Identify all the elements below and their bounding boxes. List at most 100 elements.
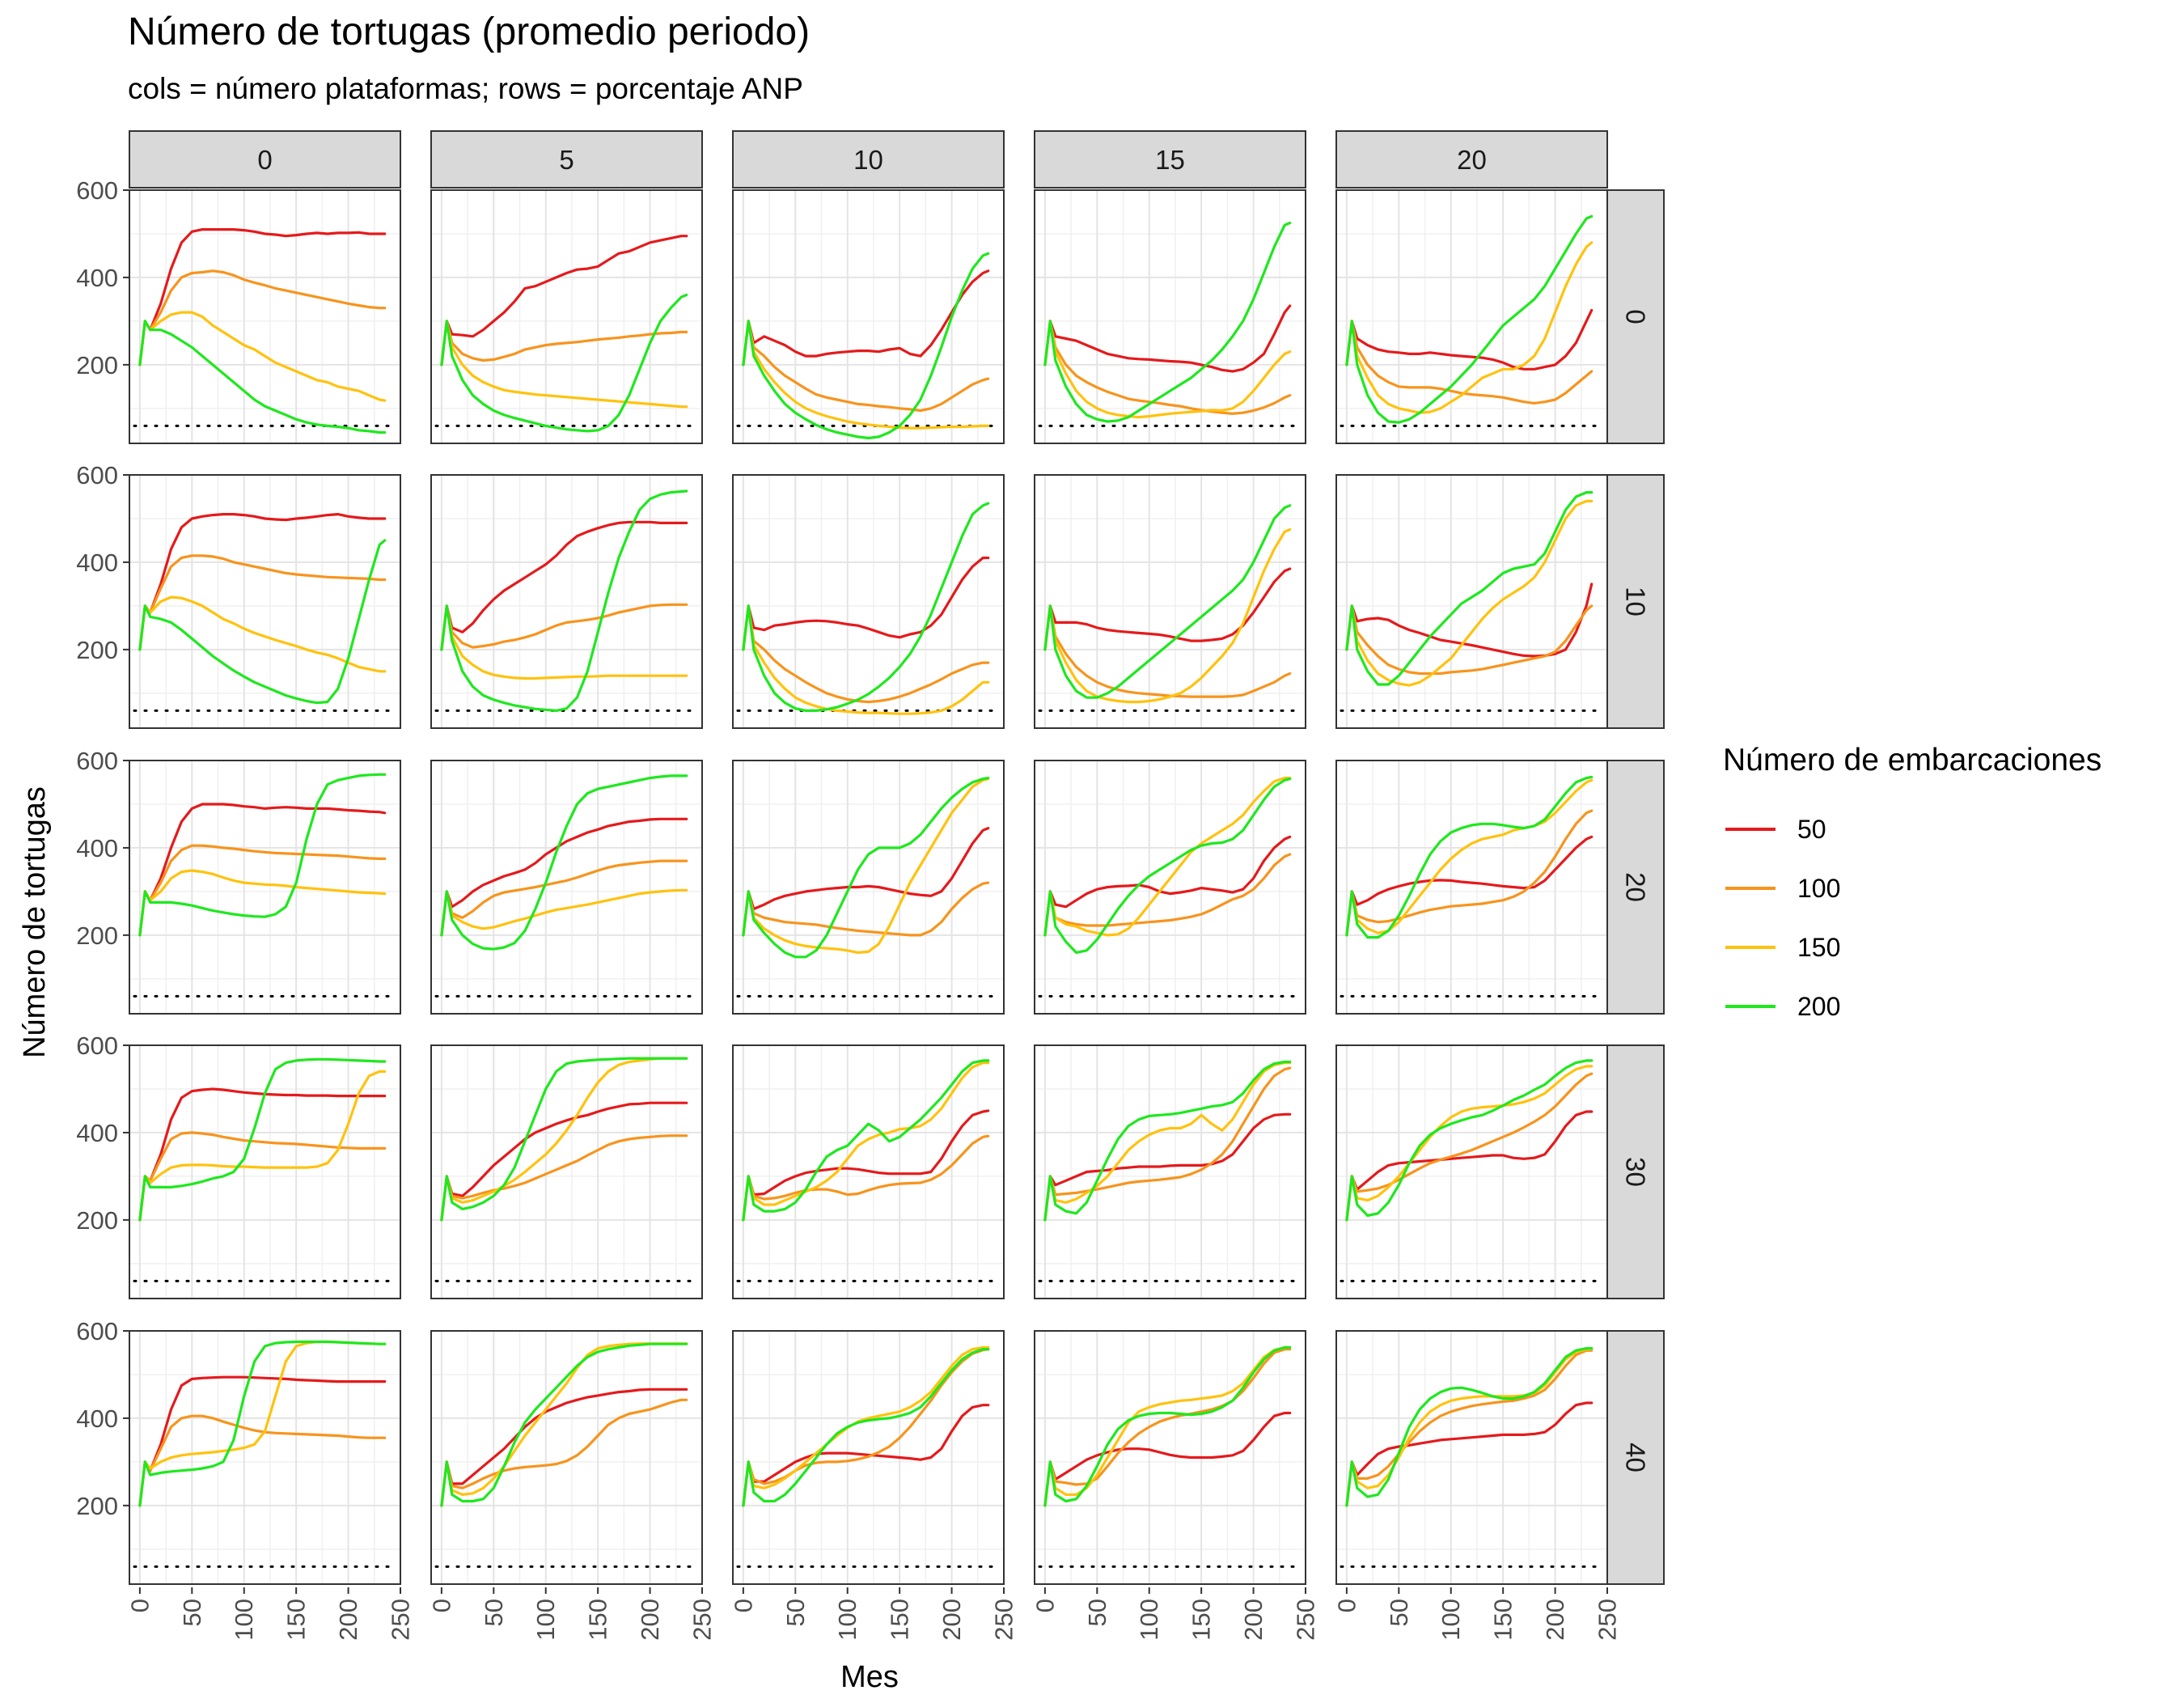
facet-panel <box>1335 474 1608 729</box>
series-line-200 <box>1345 775 1594 939</box>
series-line-50 <box>1043 1411 1292 1507</box>
series-line-50 <box>440 817 688 937</box>
panel-border <box>732 1044 1005 1299</box>
x-tick-label: 0 <box>1031 1599 1059 1612</box>
panel-background <box>129 475 400 728</box>
series-line-200 <box>440 489 688 713</box>
series-line-50 <box>742 1404 990 1507</box>
series-line-150 <box>1043 776 1292 937</box>
facet-strip-col <box>1034 130 1306 189</box>
series-line-200 <box>742 252 990 440</box>
series-line-200 <box>1345 1059 1594 1222</box>
series-line-200 <box>138 773 387 937</box>
series-line-100 <box>742 1348 990 1507</box>
series-line-150 <box>1043 320 1292 419</box>
x-tick-label: 50 <box>1083 1599 1111 1626</box>
series-line-150 <box>1345 499 1594 687</box>
series-line-100 <box>138 554 387 651</box>
panel-background <box>1336 1331 1607 1584</box>
panel-background <box>431 1045 702 1299</box>
x-tick-label: 50 <box>1385 1599 1413 1626</box>
panel-background <box>431 190 702 443</box>
x-tick-label: 0 <box>125 1599 154 1612</box>
panel-border <box>430 1330 703 1585</box>
y-tick-label: 200 <box>76 1206 118 1235</box>
series-line-200 <box>138 539 387 705</box>
series-line-200 <box>1043 1060 1292 1222</box>
facet-panel <box>1335 1330 1608 1585</box>
legend-label-150: 150 <box>1797 933 1840 962</box>
legend-title: Número de embarcaciones <box>1723 743 2101 777</box>
series-line-50 <box>1043 835 1292 937</box>
facet-panel <box>732 474 1005 729</box>
series-line-150 <box>138 1070 387 1222</box>
panel-background <box>1336 761 1607 1014</box>
panel-background <box>1336 1045 1607 1299</box>
series-line-200 <box>440 293 688 433</box>
x-tick-label: 0 <box>729 1599 757 1612</box>
y-tick-label: 200 <box>76 1492 118 1520</box>
facet-strip-col <box>129 130 401 189</box>
facet-strip-col-label: 20 <box>1457 145 1487 175</box>
series-line-100 <box>1043 604 1292 698</box>
y-tick-label: 200 <box>76 922 118 950</box>
series-line-100 <box>1043 853 1292 937</box>
facet-panel: 200 400 600 <box>76 747 401 1015</box>
series-line-150 <box>440 320 688 409</box>
panel-background <box>1035 190 1306 443</box>
chart-subtitle: cols = número plataformas; rows = porcen… <box>128 72 803 105</box>
panel-border <box>732 760 1005 1015</box>
series-line-100 <box>1043 320 1292 415</box>
panel-background <box>431 761 702 1014</box>
panel-border <box>1335 760 1608 1015</box>
facet-panel <box>1034 474 1306 729</box>
y-tick-label: 600 <box>76 461 118 489</box>
series-line-50 <box>742 826 990 937</box>
facet-strip-row-label: 40 <box>1621 1443 1651 1472</box>
series-line-200 <box>138 1057 387 1222</box>
x-tick-label: 150 <box>1187 1599 1216 1641</box>
series-line-100 <box>742 604 990 704</box>
series-line-200 <box>742 502 990 713</box>
series-line-150 <box>742 320 990 430</box>
x-tick-label: 100 <box>1135 1599 1163 1641</box>
series-line-100 <box>742 881 990 937</box>
x-tick-label: 250 <box>1292 1599 1320 1641</box>
y-tick-label: 600 <box>76 747 118 775</box>
series-line-150 <box>742 777 990 955</box>
series-line-50 <box>138 803 387 937</box>
legend-entries: 50 100 150 200 <box>1725 815 1840 1021</box>
series-line-100 <box>742 320 990 413</box>
facet-panel <box>430 1330 703 1585</box>
series-line-150 <box>1345 1065 1594 1222</box>
x-tick-label: 100 <box>230 1599 258 1641</box>
x-axis-label: Mes <box>840 1660 899 1694</box>
facet-panel: 200 400 600 <box>76 176 401 444</box>
facet-panel <box>732 189 1005 444</box>
facet-panel: 200 400 600 <box>76 1032 401 1299</box>
series-line-50 <box>440 1101 688 1222</box>
facet-panel <box>1335 1044 1608 1299</box>
facet-panel <box>1335 189 1608 444</box>
panel-background <box>1336 475 1607 728</box>
panel-border <box>1335 189 1608 444</box>
facet-panel <box>430 760 703 1015</box>
series-line-100 <box>1345 320 1594 405</box>
facet-strip-col-label: 10 <box>853 145 883 175</box>
x-tick-label: 50 <box>480 1599 508 1626</box>
panel-border <box>1034 1044 1306 1299</box>
series-line-100 <box>1345 1349 1594 1507</box>
y-axis-label: Número de tortugas <box>18 786 52 1058</box>
series-line-50 <box>440 1388 688 1507</box>
series-line-50 <box>1345 1401 1594 1507</box>
x-tick-label: 100 <box>531 1599 560 1641</box>
facet-strip-col-label: 15 <box>1155 145 1185 175</box>
series-line-200 <box>742 1348 990 1507</box>
facet-strip-row-label: 0 <box>1621 309 1651 324</box>
series-line-150 <box>742 1345 990 1507</box>
x-tick-label: 150 <box>584 1599 612 1641</box>
series-line-200 <box>1345 1346 1594 1507</box>
facet-panel <box>430 189 703 444</box>
x-tick-label: 100 <box>1437 1599 1465 1641</box>
x-tick-label: 100 <box>833 1599 861 1641</box>
